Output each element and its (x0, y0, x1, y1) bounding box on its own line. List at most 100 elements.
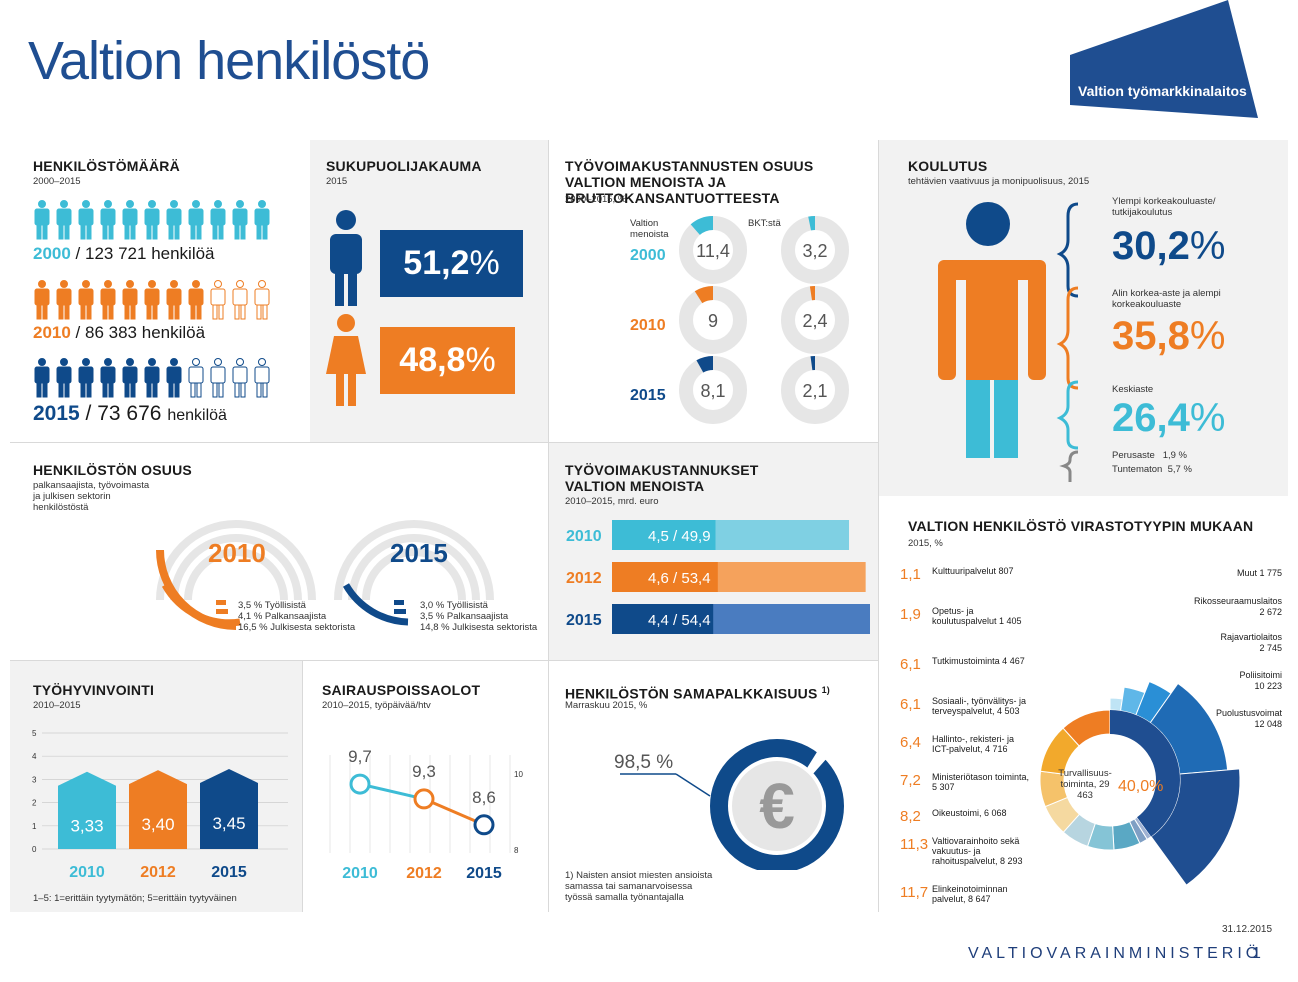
valtion-tyomarkkinalaitos-logo: Valtion työmarkkinalaitos (1070, 0, 1258, 118)
y-tick: 5 (32, 729, 37, 738)
y-tick: 8 (514, 846, 519, 855)
bar-value: 3,33 (70, 817, 103, 836)
x-tick: 2010 (342, 865, 378, 882)
svg-text:9: 9 (708, 311, 718, 331)
page-number: 1 (1252, 945, 1261, 962)
person-icon (122, 358, 138, 398)
male-icon (330, 210, 362, 306)
agency-subtitle: 2015, % (908, 538, 943, 549)
gdp-donut: 2,1 (781, 356, 849, 424)
labour-costs-subtitle: 2010–2015, mrd. euro (565, 496, 659, 507)
labour-costs-title: TYÖVOIMAKUSTANNUKSET VALTION MENOISTA (565, 462, 759, 494)
share-arcs (156, 520, 494, 630)
person-icon (56, 358, 72, 398)
x-tick: 2015 (211, 864, 247, 881)
cost-bar-label: 4,6 / 53,4 (648, 570, 711, 587)
person-icon (34, 358, 50, 398)
person-icon (122, 280, 138, 320)
person-icon (254, 358, 270, 398)
wellbeing-bar (200, 768, 258, 849)
agency-title: VALTION HENKILÖSTÖ VIRASTOTYYPIN MUKAAN (908, 518, 1254, 534)
person-icon (78, 200, 94, 240)
edu-higher-label: Ylempi korkeakouluaste/ tutkijakoulutus (1112, 196, 1216, 218)
spend-donut: 11,4 (679, 216, 747, 284)
edu-lower-label: Alin korkea-aste ja alempi korkeakouluas… (1112, 288, 1221, 310)
agency-right-item: Puolustusvoimat 12 048 (1215, 708, 1282, 729)
person-icon (34, 200, 50, 240)
agency-right-item: Muut 1 775 (1236, 568, 1282, 578)
person-icon (78, 280, 94, 320)
point-label: 9,3 (412, 762, 436, 781)
share-2015-legend: 3,0 % Työllisistä 3,5 % Palkansaajista 14,… (420, 600, 538, 633)
person-icon (100, 280, 116, 320)
cost-part-bar (612, 562, 718, 592)
year-label: 2000 (630, 247, 666, 264)
security-slice (1110, 710, 1180, 837)
headcount-subtitle: 2000–2015 (33, 176, 81, 187)
equal-pay-subtitle: Marraskuu 2015, % (565, 700, 648, 711)
wellbeing-subtitle: 2010–2015 (33, 700, 81, 711)
labour-costs-chart: 2010 4,5 / 49,9 2012 4,6 / 53,4 2015 4,4 / 54… (566, 520, 870, 634)
headcount-people-chart (34, 200, 270, 398)
divider (10, 442, 878, 443)
y-tick: 0 (32, 845, 37, 854)
person-icon (254, 200, 270, 240)
person-icon (56, 200, 72, 240)
person-icon (210, 200, 226, 240)
person-icon (188, 358, 204, 398)
divider (548, 140, 549, 912)
logo-text: Valtion työmarkkinalaitos (1078, 83, 1247, 99)
col-gdp-label: BKT:stä (748, 218, 781, 229)
x-tick: 2012 (140, 864, 176, 881)
headcount-2015-label: 2015 / 73 676 henkilöä (33, 402, 227, 425)
sick-point (473, 814, 495, 836)
person-icon (232, 358, 248, 398)
edu-secondary-label: Keskiaste (1112, 384, 1154, 395)
y-tick: 4 (32, 752, 37, 761)
headcount-2010-label: 2010 / 86 383 henkilöä (33, 323, 206, 342)
y-tick: 3 (32, 775, 37, 784)
labour-share-title: TYÖVOIMAKUSTANNUSTEN OSUUS VALTION MENOI… (565, 158, 814, 206)
share-2010-year: 2010 (208, 538, 266, 568)
person-icon (122, 200, 138, 240)
edu-secondary-value: 26,4% (1112, 396, 1226, 440)
equal-pay-note: 1) Naisten ansiot miesten ansioista sama… (565, 870, 713, 903)
cost-bar-label: 4,5 / 49,9 (648, 528, 711, 545)
svg-text:2,1: 2,1 (802, 381, 827, 401)
cost-year-label: 2010 (566, 528, 602, 545)
point-label: 9,7 (348, 747, 372, 766)
agency-right-item: Rikosseuraamuslaitos 2 672 (1193, 596, 1282, 617)
spend-donut: 8,1 (679, 356, 747, 424)
divider (302, 660, 303, 912)
bar-value: 3,40 (141, 815, 174, 834)
euro-icon: € (759, 770, 795, 842)
person-icon (78, 358, 94, 398)
sick-line (359, 782, 425, 801)
svg-text:2,4: 2,4 (802, 311, 827, 331)
divider (10, 660, 878, 661)
person-icon (144, 358, 160, 398)
page-title: Valtion henkilöstö (28, 31, 430, 91)
person-icon (232, 280, 248, 320)
male-share: 51,2% (380, 230, 523, 297)
gdp-donut: 2,4 (781, 286, 849, 354)
person-icon (254, 280, 270, 320)
equal-pay-value: 98,5 % (614, 752, 674, 773)
wellbeing-title: TYÖHYVINVOINTI (33, 682, 155, 698)
ministry-label: VALTIOVARAINMINISTERIÖ (968, 945, 1263, 962)
x-tick: 2012 (406, 865, 442, 882)
edu-basic: Perusaste 1,9 % (1112, 450, 1187, 461)
education-subtitle: tehtävien vaativuus ja monipuolisuus, 20… (908, 176, 1090, 187)
person-icon (56, 280, 72, 320)
person-icon (100, 200, 116, 240)
agency-center-label: Turvallisuus-toiminta, 29 463 (1058, 768, 1112, 801)
agency-donut-chart (1039, 680, 1241, 886)
y-tick: 10 (514, 770, 523, 779)
bar-value: 3,45 (212, 814, 245, 833)
labour-share-donuts: 2000 11,4 3,2 2010 9 2,4 2015 8,1 2,1 (630, 216, 849, 424)
female-share: 48,8% (380, 327, 515, 394)
x-tick: 2015 (466, 865, 502, 882)
cost-year-label: 2012 (566, 570, 602, 587)
svg-text:3,2: 3,2 (802, 241, 827, 261)
sick-point (349, 773, 371, 795)
